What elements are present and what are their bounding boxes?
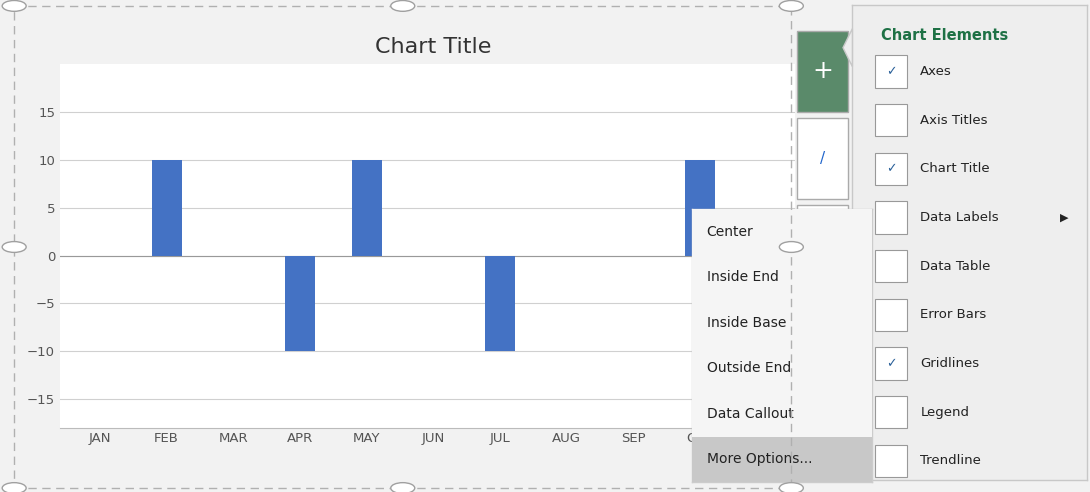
Text: Chart Elements: Chart Elements — [881, 28, 1008, 43]
FancyBboxPatch shape — [874, 201, 908, 234]
Bar — [692, 437, 872, 482]
Bar — [692, 345, 872, 391]
Bar — [352, 160, 381, 255]
Circle shape — [2, 483, 26, 492]
Text: More Options...: More Options... — [706, 453, 812, 466]
Polygon shape — [843, 29, 852, 66]
FancyBboxPatch shape — [874, 153, 908, 185]
Text: Data Callout: Data Callout — [706, 407, 794, 421]
Text: Inside Base: Inside Base — [706, 316, 786, 330]
Circle shape — [390, 483, 414, 492]
Text: Center: Center — [706, 225, 753, 239]
Bar — [685, 160, 715, 255]
FancyBboxPatch shape — [797, 205, 848, 285]
Text: +: + — [812, 60, 833, 84]
Text: Outside End: Outside End — [706, 362, 790, 375]
Text: Data Table: Data Table — [920, 260, 991, 273]
Bar — [692, 254, 872, 300]
Bar — [152, 160, 182, 255]
Text: Data Labels: Data Labels — [920, 211, 998, 224]
Text: Chart Title: Chart Title — [920, 162, 990, 175]
FancyBboxPatch shape — [874, 104, 908, 136]
Text: Gridlines: Gridlines — [920, 357, 980, 370]
Title: Chart Title: Chart Title — [375, 37, 492, 57]
Text: /: / — [820, 151, 825, 166]
Circle shape — [2, 0, 26, 11]
FancyBboxPatch shape — [874, 55, 908, 88]
Text: Legend: Legend — [920, 405, 969, 419]
FancyBboxPatch shape — [874, 347, 908, 379]
FancyBboxPatch shape — [874, 396, 908, 428]
Bar — [485, 255, 514, 351]
Circle shape — [779, 0, 803, 11]
Text: ✓: ✓ — [886, 357, 896, 370]
Circle shape — [390, 0, 414, 11]
Text: ✓: ✓ — [886, 162, 896, 175]
FancyBboxPatch shape — [797, 118, 848, 199]
Text: ▶: ▶ — [1059, 213, 1068, 222]
Text: V: V — [819, 239, 826, 252]
Bar — [284, 255, 315, 351]
Circle shape — [779, 242, 803, 252]
Text: Error Bars: Error Bars — [920, 308, 986, 321]
Circle shape — [779, 483, 803, 492]
Text: Axes: Axes — [920, 65, 952, 78]
Text: Axis Titles: Axis Titles — [920, 114, 988, 126]
Text: Trendline: Trendline — [920, 454, 981, 467]
Bar — [692, 391, 872, 437]
Text: ✓: ✓ — [886, 65, 896, 78]
Bar — [752, 255, 782, 351]
FancyBboxPatch shape — [797, 31, 848, 112]
Bar — [692, 209, 872, 254]
FancyBboxPatch shape — [874, 299, 908, 331]
FancyBboxPatch shape — [874, 250, 908, 282]
Circle shape — [2, 242, 26, 252]
FancyBboxPatch shape — [874, 445, 908, 477]
Text: Inside End: Inside End — [706, 271, 778, 284]
Bar — [14, 6, 791, 488]
Bar — [692, 300, 872, 345]
